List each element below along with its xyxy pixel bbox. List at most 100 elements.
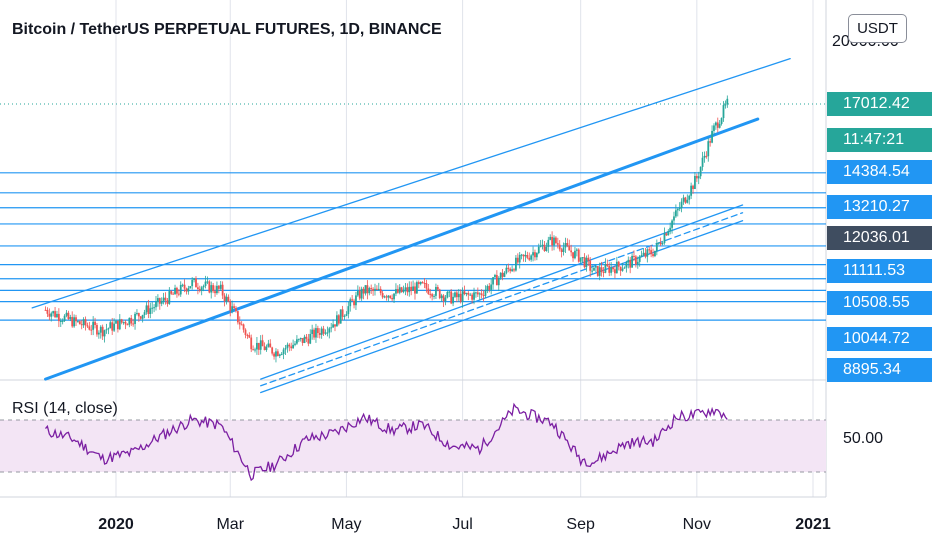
time-axis-label: Nov bbox=[682, 516, 712, 533]
candle-body bbox=[423, 282, 426, 284]
time-axis-label: Sep bbox=[566, 516, 595, 533]
candle-body bbox=[202, 285, 205, 288]
candle-body bbox=[553, 237, 555, 246]
candle-body bbox=[349, 299, 352, 307]
candle-body bbox=[52, 311, 55, 314]
candle-body bbox=[303, 336, 306, 344]
candle-body bbox=[486, 285, 489, 291]
candle-body bbox=[122, 321, 125, 323]
candle-body bbox=[198, 288, 201, 291]
candle-body bbox=[711, 130, 713, 143]
candle-body bbox=[604, 264, 607, 273]
candle-body bbox=[501, 272, 504, 277]
candle-body bbox=[257, 342, 260, 350]
upper-channel-line[interactable] bbox=[31, 58, 791, 309]
candle-body bbox=[80, 324, 83, 326]
candle-body bbox=[347, 306, 350, 315]
candle-body bbox=[172, 293, 175, 295]
candle-body bbox=[414, 286, 416, 294]
candle-body bbox=[183, 284, 186, 289]
candle-body bbox=[484, 290, 487, 296]
candle-body bbox=[471, 294, 474, 300]
candle-body bbox=[299, 337, 302, 340]
candle-body bbox=[383, 296, 386, 298]
candle-body bbox=[44, 309, 47, 311]
candle-body bbox=[149, 308, 152, 315]
candle-body bbox=[400, 287, 403, 293]
candle-body bbox=[659, 242, 662, 245]
candle-body bbox=[511, 269, 514, 272]
candle-body bbox=[396, 289, 399, 293]
candle-body bbox=[265, 346, 268, 351]
candle-body bbox=[551, 236, 554, 246]
candle-body bbox=[324, 332, 327, 334]
price-axis-tag: 10044.72 bbox=[827, 327, 932, 351]
candle-body bbox=[577, 249, 580, 262]
candle-body bbox=[315, 328, 317, 338]
candle-body bbox=[290, 346, 293, 349]
candle-body bbox=[322, 328, 325, 334]
candle-body bbox=[275, 351, 277, 357]
candle-body bbox=[589, 260, 592, 271]
candle-body bbox=[82, 319, 85, 326]
candle-body bbox=[316, 328, 319, 334]
candle-body bbox=[345, 314, 348, 316]
candle-body bbox=[379, 288, 382, 294]
candle-body bbox=[469, 294, 472, 296]
candle-body bbox=[703, 155, 706, 158]
candle-body bbox=[389, 295, 392, 298]
candle-body bbox=[263, 346, 266, 351]
candle-body bbox=[67, 312, 70, 319]
candle-body bbox=[221, 284, 224, 296]
candle-body bbox=[478, 293, 481, 295]
candle-body bbox=[179, 284, 182, 295]
candle-body bbox=[583, 257, 586, 268]
lower-channel-top-line[interactable] bbox=[260, 204, 744, 380]
time-axis-label: Mar bbox=[216, 516, 245, 533]
candle-body bbox=[537, 246, 540, 254]
candle-body bbox=[170, 291, 173, 294]
candle-body bbox=[59, 320, 62, 322]
candle-body bbox=[709, 141, 712, 143]
candle-body bbox=[547, 239, 550, 247]
currency-button[interactable]: USDT bbox=[848, 14, 907, 43]
candle-body bbox=[301, 337, 304, 344]
candle-body bbox=[714, 122, 717, 126]
lower-channel-bottom-line[interactable] bbox=[260, 220, 744, 394]
time-axis-label: 2020 bbox=[98, 516, 134, 533]
candle-body bbox=[393, 293, 395, 300]
candle-body bbox=[236, 311, 239, 323]
candle-body bbox=[598, 267, 601, 276]
candle-body bbox=[77, 321, 79, 323]
candle-body bbox=[524, 255, 527, 257]
candle-body bbox=[444, 297, 447, 302]
candle-body bbox=[558, 244, 561, 250]
candle-body bbox=[339, 309, 342, 324]
candle-body bbox=[48, 313, 51, 317]
price-axis-tag: 17012.42 bbox=[827, 92, 932, 116]
main-trend-line[interactable] bbox=[44, 117, 760, 381]
candle-body bbox=[562, 247, 565, 253]
candle-body bbox=[680, 201, 683, 208]
candle-body bbox=[63, 315, 66, 321]
lower-channel-mid-line[interactable] bbox=[260, 212, 744, 387]
candle-body bbox=[208, 281, 211, 293]
candle-body bbox=[391, 297, 394, 300]
rsi-line bbox=[44, 402, 728, 482]
candle-body bbox=[726, 98, 729, 105]
candle-body bbox=[450, 291, 453, 304]
candle-body bbox=[271, 347, 274, 354]
candle-body bbox=[480, 293, 483, 296]
candle-body bbox=[305, 336, 308, 339]
candle-body bbox=[103, 330, 106, 337]
candle-body bbox=[294, 343, 296, 345]
candle-body bbox=[252, 349, 255, 351]
candle-body bbox=[665, 233, 668, 236]
candle-body bbox=[288, 344, 291, 347]
candle-body bbox=[254, 349, 256, 351]
candle-body bbox=[657, 242, 660, 244]
candle-body bbox=[204, 281, 207, 286]
candle-body bbox=[612, 267, 614, 270]
candle-body bbox=[638, 256, 641, 262]
